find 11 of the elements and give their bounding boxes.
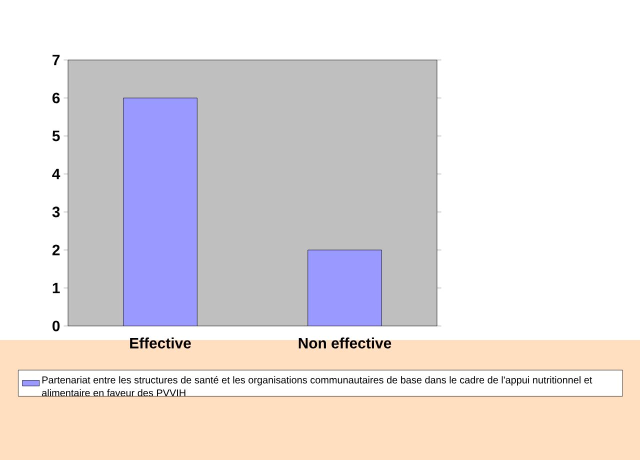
y-tick-label: 4: [52, 168, 60, 180]
y-tick-label: 2: [52, 244, 60, 256]
y-tick-label: 6: [52, 92, 60, 104]
y-tick-label: 7: [52, 54, 60, 66]
y-tick-label: 1: [52, 282, 60, 294]
y-tick-label: 0: [52, 320, 60, 332]
y-tick-label: 5: [52, 130, 60, 142]
y-tick-label: 3: [52, 206, 60, 218]
x-tick-label: Non effective: [298, 338, 392, 348]
x-tick-label: Effective: [130, 338, 191, 348]
legend-label: Partenariat entre les structures de santé et les organisations communautaires de base dans le cadre de l'appui nutritionnel et alimentaire en faveur des PVVIH: [42, 376, 592, 396]
